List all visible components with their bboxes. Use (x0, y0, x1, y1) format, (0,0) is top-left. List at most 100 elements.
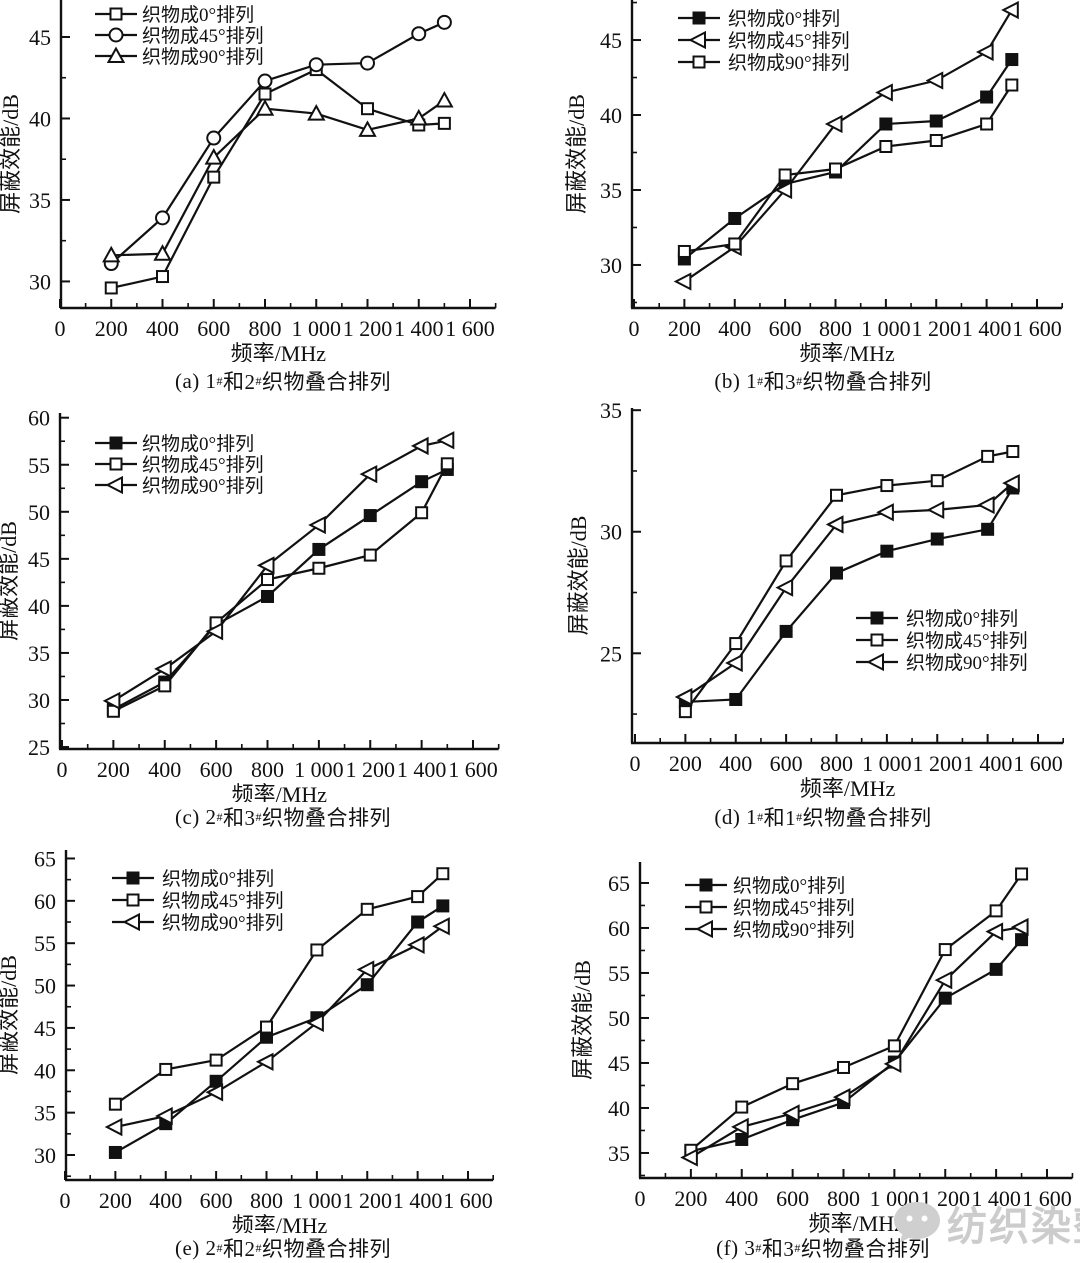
svg-text:织物成90°排列: 织物成90°排列 (142, 46, 264, 68)
svg-text:35: 35 (29, 188, 51, 213)
svg-text:50: 50 (608, 1006, 630, 1031)
svg-text:1 600: 1 600 (1022, 1186, 1072, 1211)
svg-text:200: 200 (97, 757, 130, 782)
svg-text:1 600: 1 600 (445, 316, 495, 341)
svg-text:频率/MHz: 频率/MHz (232, 1213, 328, 1233)
svg-text:屏蔽效能/dB: 屏蔽效能/dB (0, 94, 23, 214)
subplot-b: 30 35 40 45 0 200 400 600 800 1 000 1 200 1 400 1 60… (540, 0, 1080, 400)
svg-text:600: 600 (776, 1186, 809, 1211)
svg-text:200: 200 (669, 751, 702, 776)
svg-text:600: 600 (769, 316, 802, 341)
svg-text:35: 35 (608, 1141, 630, 1166)
svg-text:1 400: 1 400 (971, 1186, 1021, 1211)
svg-text:55: 55 (608, 961, 630, 986)
svg-text:30: 30 (34, 1143, 56, 1168)
svg-text:屏蔽效能/dB: 屏蔽效能/dB (0, 521, 21, 641)
svg-text:屏蔽效能/dB: 屏蔽效能/dB (564, 94, 589, 214)
svg-text:织物成0°排列: 织物成0°排列 (728, 8, 840, 30)
chart-d-canvas: 25 30 35 0 200 400 600 800 1 000 1 200 1 400 1 600 频… (566, 400, 1064, 801)
svg-text:400: 400 (146, 316, 179, 341)
svg-text:织物成45°排列: 织物成45°排列 (728, 30, 850, 52)
chart-b-canvas: 30 35 40 45 0 200 400 600 800 1 000 1 200 1 400 1 60… (564, 0, 1063, 362)
svg-text:1 000: 1 000 (870, 1186, 920, 1211)
svg-text:600: 600 (200, 1188, 233, 1213)
svg-text:200: 200 (674, 1186, 707, 1211)
chart-e-caption: (e) 2 # 和2 # 织物叠合排列 (174, 1235, 392, 1262)
svg-text:频率/MHz: 频率/MHz (231, 341, 327, 362)
svg-text:1 200: 1 200 (912, 316, 962, 341)
svg-text:织物成90°排列: 织物成90°排列 (906, 652, 1028, 674)
svg-text:400: 400 (149, 1188, 182, 1213)
svg-text:800: 800 (251, 757, 284, 782)
svg-text:65: 65 (608, 871, 630, 896)
svg-text:1 000: 1 000 (862, 751, 912, 776)
svg-text:200: 200 (99, 1188, 132, 1213)
svg-text:频率/MHz: 频率/MHz (232, 782, 328, 802)
chart-c-caption: (c) 2 # 和3 # 织物叠合排列 (174, 804, 392, 831)
svg-text:织物成45°排列: 织物成45°排列 (142, 25, 264, 47)
svg-text:0: 0 (629, 316, 640, 341)
subplot-d: 25 30 35 0 200 400 600 800 1 000 1 200 1 400 1 600 频… (540, 400, 1080, 830)
svg-text:60: 60 (608, 916, 630, 941)
svg-text:织物成0°排列: 织物成0°排列 (906, 608, 1018, 630)
svg-text:1 400: 1 400 (394, 316, 444, 341)
svg-text:30: 30 (600, 253, 622, 278)
subplot-a: 30 35 40 45 0 200 400 600 800 1 000 1 200 1 400 1 60… (0, 0, 540, 400)
svg-text:1 200: 1 200 (346, 757, 396, 782)
svg-text:50: 50 (28, 500, 50, 525)
chart-f-caption: (f) 3 # 和3 # 织物叠合排列 (716, 1235, 930, 1262)
svg-text:65: 65 (34, 846, 56, 871)
svg-text:400: 400 (718, 316, 751, 341)
subplot-e: 30 35 40 45 50 55 60 65 0 200 400 600 800 1 000 1 200 1… (0, 830, 540, 1263)
svg-text:屏蔽效能/dB: 屏蔽效能/dB (566, 516, 591, 636)
svg-text:频率/MHz: 频率/MHz (800, 776, 896, 801)
svg-text:800: 800 (820, 751, 853, 776)
svg-text:频率/MHz: 频率/MHz (799, 341, 895, 362)
svg-text:30: 30 (28, 688, 50, 713)
chart-a-canvas: 30 35 40 45 0 200 400 600 800 1 000 1 200 1 400 1 60… (0, 0, 497, 362)
svg-text:45: 45 (608, 1051, 630, 1076)
svg-text:35: 35 (600, 400, 622, 423)
svg-text:织物成0°排列: 织物成0°排列 (142, 4, 254, 26)
svg-text:200: 200 (668, 316, 701, 341)
svg-text:0: 0 (630, 751, 641, 776)
svg-text:1 600: 1 600 (448, 757, 498, 782)
svg-text:织物成0°排列: 织物成0°排列 (733, 875, 845, 897)
svg-text:0: 0 (635, 1186, 646, 1211)
svg-text:800: 800 (819, 316, 852, 341)
svg-text:800: 800 (250, 1188, 283, 1213)
svg-text:0: 0 (55, 316, 66, 341)
chart-d-caption: (d) 1 # 和1 # 织物叠合排列 (714, 804, 932, 831)
svg-text:1 000: 1 000 (861, 316, 911, 341)
svg-text:30: 30 (600, 520, 622, 545)
svg-text:400: 400 (725, 1186, 758, 1211)
svg-text:1 400: 1 400 (963, 751, 1013, 776)
chart-a-caption: (a) 1 # 和2 # 织物叠合排列 (174, 368, 392, 395)
svg-text:1 600: 1 600 (1012, 316, 1062, 341)
svg-text:35: 35 (34, 1101, 56, 1126)
svg-text:40: 40 (34, 1058, 56, 1083)
svg-text:45: 45 (34, 1016, 56, 1041)
svg-text:屏蔽效能/dB: 屏蔽效能/dB (0, 955, 21, 1075)
svg-text:屏蔽效能/dB: 屏蔽效能/dB (570, 960, 595, 1080)
svg-text:1 400: 1 400 (397, 757, 447, 782)
svg-text:织物成90°排列: 织物成90°排列 (142, 475, 264, 497)
svg-text:35: 35 (600, 178, 622, 203)
svg-text:800: 800 (249, 316, 282, 341)
svg-text:织物成45°排列: 织物成45°排列 (733, 897, 855, 919)
svg-text:600: 600 (200, 757, 233, 782)
svg-text:织物成45°排列: 织物成45°排列 (906, 630, 1028, 652)
svg-text:1 400: 1 400 (393, 1188, 443, 1213)
svg-text:频率/MHz: 频率/MHz (809, 1211, 905, 1233)
svg-text:1 000: 1 000 (292, 1188, 342, 1213)
svg-text:60: 60 (34, 889, 56, 914)
svg-text:40: 40 (608, 1096, 630, 1121)
svg-text:织物成45°排列: 织物成45°排列 (142, 454, 264, 476)
svg-text:200: 200 (95, 316, 128, 341)
svg-text:45: 45 (29, 25, 51, 50)
svg-text:400: 400 (719, 751, 752, 776)
svg-text:50: 50 (34, 974, 56, 999)
